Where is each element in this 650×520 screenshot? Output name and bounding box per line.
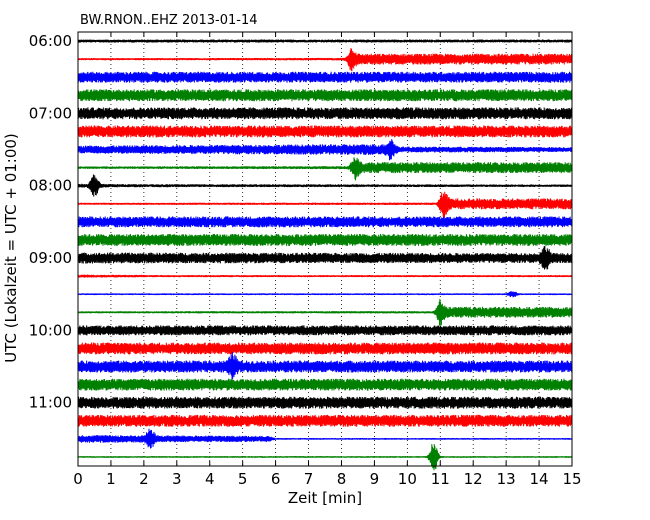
y-tick-label: 08:00 xyxy=(29,177,72,195)
x-tick-label: 4 xyxy=(205,470,215,488)
x-tick-label: 10 xyxy=(398,470,417,488)
trace-line-0915 xyxy=(77,274,573,278)
x-tick-label: 12 xyxy=(464,470,483,488)
x-tick-label: 14 xyxy=(530,470,549,488)
x-tick-label: 13 xyxy=(497,470,516,488)
trace-line-0900 xyxy=(77,245,573,270)
y-tick-label: 06:00 xyxy=(29,32,72,50)
x-tick-label: 11 xyxy=(431,470,450,488)
trace-line-1030 xyxy=(77,351,573,381)
x-tick-label: 15 xyxy=(562,470,581,488)
trace-line-1115 xyxy=(77,414,573,427)
x-tick-label: 2 xyxy=(139,470,149,488)
x-tick-label: 3 xyxy=(172,470,182,488)
x-tick-label: 8 xyxy=(337,470,347,488)
trace-line-0630 xyxy=(77,71,573,83)
x-tick-label: 1 xyxy=(106,470,116,488)
trace-line-1145 xyxy=(77,444,573,471)
trace-line-1100 xyxy=(77,396,573,409)
trace-line-0715 xyxy=(77,125,573,138)
y-tick-label: 07:00 xyxy=(29,104,72,122)
trace-line-0845 xyxy=(77,233,573,246)
trace-line-0930 xyxy=(77,291,573,298)
trace-line-0700 xyxy=(77,107,573,120)
trace-line-0730 xyxy=(77,139,573,161)
trace-line-1130 xyxy=(77,428,573,449)
chart-title: BW.RNON..EHZ 2013-01-14 xyxy=(80,13,258,28)
trace-line-1045 xyxy=(77,378,573,391)
x-tick-label: 0 xyxy=(73,470,83,488)
y-tick-label: 11:00 xyxy=(29,394,72,412)
trace-line-0800 xyxy=(77,174,573,197)
x-tick-label: 7 xyxy=(304,470,314,488)
trace-line-0745 xyxy=(77,157,573,181)
y-tick-label: 09:00 xyxy=(29,249,72,267)
y-axis-label: UTC (Lokalzeit = UTC + 01:00) xyxy=(2,133,20,363)
x-axis: 0 1 2 3 4 5 6 7 8 9 10 11 12 13 14 15 xyxy=(73,32,582,488)
plot-frame xyxy=(77,31,573,467)
x-tick-label: 6 xyxy=(271,470,281,488)
trace-line-0645 xyxy=(77,89,573,102)
x-tick-label: 9 xyxy=(370,470,380,488)
trace-line-0830 xyxy=(77,216,573,228)
trace-group xyxy=(77,39,573,471)
trace-line-0815 xyxy=(77,191,573,218)
trace-line-0600 xyxy=(77,39,573,43)
trace-line-1015 xyxy=(77,342,573,355)
grid-lines xyxy=(78,32,572,466)
x-tick-label: 5 xyxy=(238,470,248,488)
trace-line-0615 xyxy=(77,48,573,72)
y-tick-label: 10:00 xyxy=(29,321,72,339)
y-axis: 06:00 07:00 08:00 09:00 10:00 11:00 xyxy=(29,32,572,412)
trace-line-1000 xyxy=(77,325,573,336)
trace-line-0945 xyxy=(77,299,573,326)
x-axis-label: Zeit [min] xyxy=(288,489,362,507)
